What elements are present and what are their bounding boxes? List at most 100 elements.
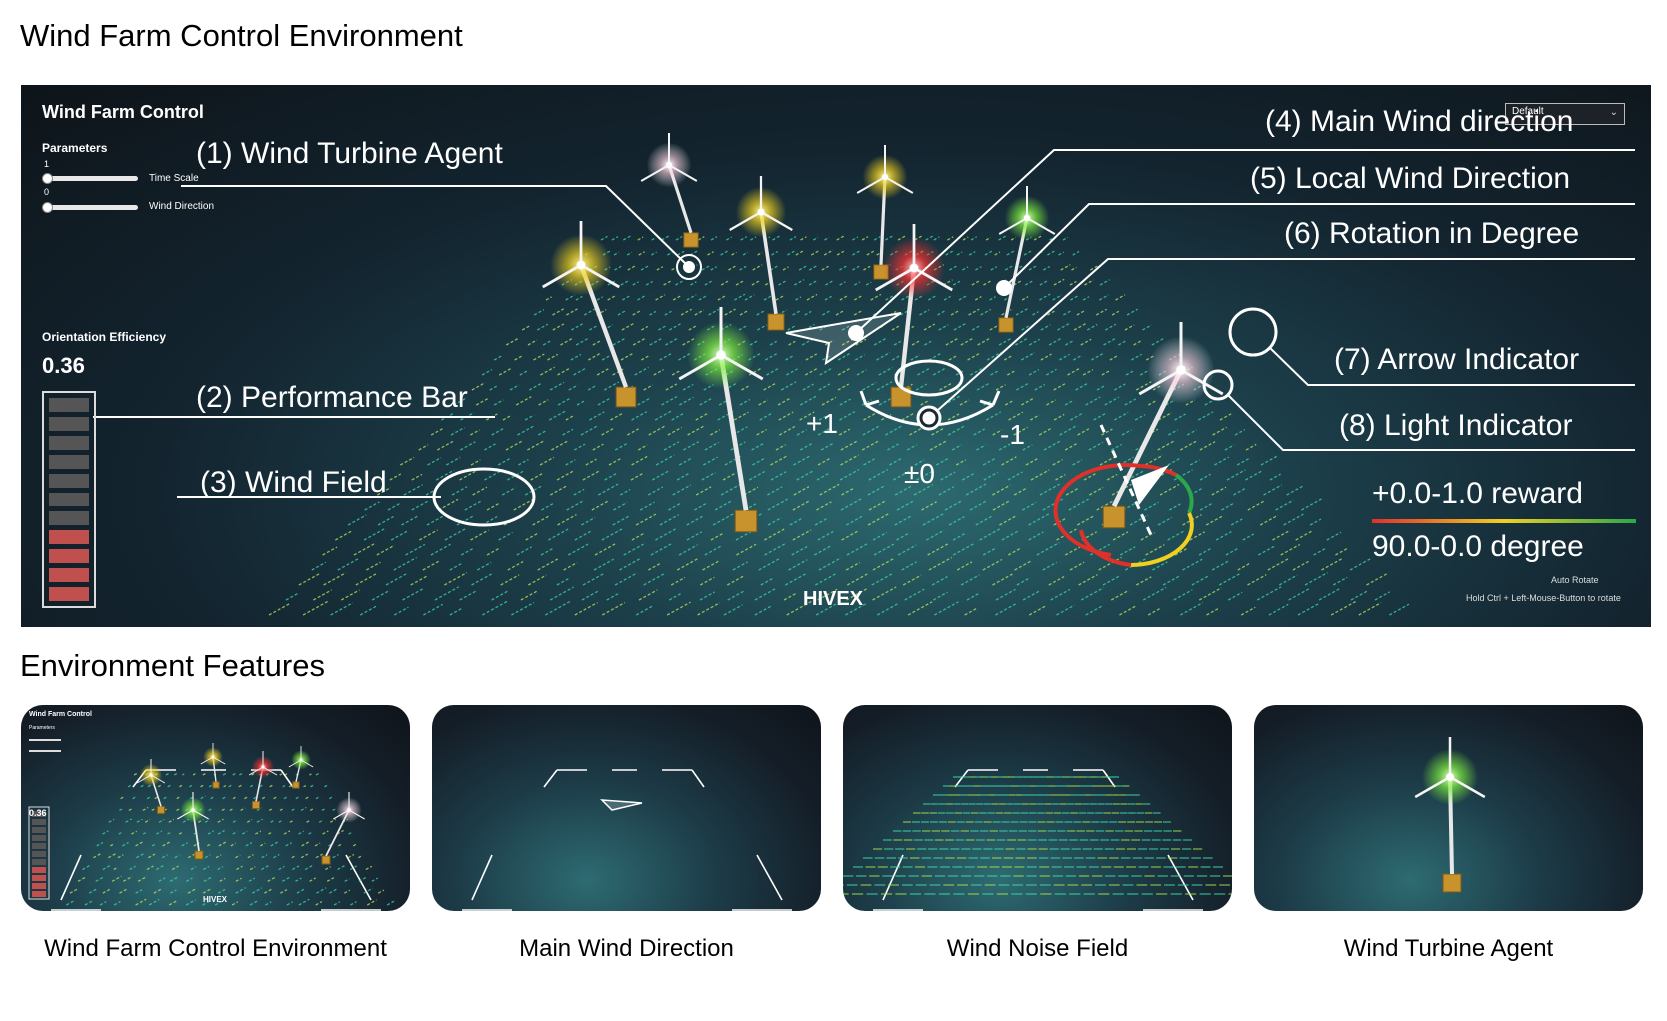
preset-dropdown[interactable]: Default ⌄ xyxy=(1505,103,1625,125)
wind-vector xyxy=(203,865,210,871)
simulation-viewport[interactable]: Wind Farm Control Parameters 1 Time Scal… xyxy=(21,85,1651,627)
wind-vector xyxy=(163,796,168,800)
wind-vector xyxy=(146,795,152,800)
wind-vector xyxy=(309,773,312,776)
wind-vector xyxy=(573,488,585,496)
wind-vector xyxy=(650,542,673,556)
wind-direction-slider-handle[interactable] xyxy=(42,202,53,213)
wind-vector xyxy=(513,498,534,511)
wind-vector xyxy=(938,486,955,496)
wind-vector xyxy=(557,367,571,376)
auto-rotate-toggle[interactable]: Auto Rotate xyxy=(1551,575,1599,585)
wind-vector xyxy=(995,384,1006,391)
turbine-blade xyxy=(913,266,953,292)
feature-card-turbine-agent[interactable] xyxy=(1254,705,1643,911)
wind-vector xyxy=(622,295,630,301)
wind-vector xyxy=(970,236,978,241)
wind-vector xyxy=(1082,296,1090,301)
wind-vector xyxy=(189,784,193,788)
wind-vector xyxy=(793,455,810,466)
wind-vector xyxy=(1071,266,1077,271)
wind-vector xyxy=(1214,456,1230,466)
wind-vector xyxy=(268,603,290,616)
wind-vector xyxy=(924,340,932,346)
wind-vector xyxy=(775,295,784,301)
wind-vector xyxy=(517,425,534,436)
wind-vector xyxy=(308,831,313,835)
wind-vector xyxy=(708,308,720,316)
wind-vector xyxy=(328,796,334,800)
time-scale-slider[interactable] xyxy=(44,176,138,181)
wind-vector xyxy=(1080,338,1092,346)
wind-vector xyxy=(537,557,560,571)
wind-vector xyxy=(876,603,899,616)
wind-vector xyxy=(690,281,697,286)
wind-vector xyxy=(846,573,868,586)
wind-vector xyxy=(1118,340,1127,346)
wind-vector xyxy=(639,501,655,511)
wind-vector xyxy=(581,516,596,526)
wind-vector xyxy=(1267,557,1291,571)
wind-vector xyxy=(659,514,679,526)
feature-caption-turbine-agent: Wind Turbine Agent xyxy=(1343,935,1554,962)
wind-vector xyxy=(273,853,280,859)
wind-vector xyxy=(744,294,755,301)
wind-vector xyxy=(678,457,693,466)
wind-vector xyxy=(596,296,603,301)
wind-vector xyxy=(601,427,615,436)
wind-vector xyxy=(1332,576,1348,586)
wind-vector xyxy=(235,877,242,882)
wind-vector xyxy=(698,295,707,301)
wind-vector xyxy=(1052,459,1063,466)
wind-vector xyxy=(1142,324,1152,331)
wind-vector xyxy=(925,235,933,241)
wind-vector xyxy=(754,587,778,601)
turbine-blade xyxy=(192,809,209,820)
wind-vector xyxy=(983,471,998,481)
turbine-hub xyxy=(299,758,303,762)
wind-vector xyxy=(505,440,523,451)
feature-card-noise-field[interactable] xyxy=(843,705,1232,911)
wind-vector xyxy=(770,454,789,466)
time-scale-slider-handle[interactable] xyxy=(42,173,53,184)
wind-vector xyxy=(679,396,694,406)
wind-vector xyxy=(1095,308,1107,316)
wind-vector xyxy=(919,309,930,316)
wind-vector xyxy=(335,530,353,541)
wind-vector xyxy=(904,588,925,601)
wind-vector xyxy=(670,576,686,586)
wind-vector xyxy=(861,399,872,406)
wind-vector xyxy=(296,888,306,894)
wind-vector xyxy=(449,607,464,616)
wind-vector xyxy=(796,429,807,436)
wind-direction-slider[interactable] xyxy=(44,205,138,210)
feature-card-environment[interactable]: Wind Farm Control Parameters 0.36 HIVEX xyxy=(21,705,410,911)
wind-vector xyxy=(575,295,583,301)
wind-vector xyxy=(1098,556,1122,571)
wind-vector xyxy=(489,385,498,391)
wind-vector xyxy=(217,888,226,894)
mini-performance-segment xyxy=(32,891,46,897)
wind-vector xyxy=(971,279,981,286)
wind-vector xyxy=(1015,338,1028,346)
wind-vector xyxy=(916,469,935,481)
wind-vector xyxy=(557,398,570,406)
wind-vector xyxy=(651,236,657,241)
turbine-hub xyxy=(716,350,726,360)
wind-vector xyxy=(627,264,637,271)
wind-vector xyxy=(1159,483,1180,496)
turbine-blade xyxy=(1414,775,1451,799)
rotation-minus-label: -1 xyxy=(1000,419,1025,450)
turbine-hub xyxy=(261,765,265,769)
wind-vector xyxy=(619,557,642,571)
leader-line-local-wind xyxy=(1003,203,1635,289)
wind-vector xyxy=(1199,502,1214,511)
wind-vector xyxy=(1321,557,1344,571)
wind-vector xyxy=(1168,429,1179,436)
feature-card-main-wind[interactable] xyxy=(432,705,821,911)
wind-vector xyxy=(648,425,666,436)
wind-vector xyxy=(665,383,678,391)
turbine-base xyxy=(1442,873,1462,893)
wind-vector xyxy=(835,310,844,316)
wind-vector xyxy=(244,796,249,800)
